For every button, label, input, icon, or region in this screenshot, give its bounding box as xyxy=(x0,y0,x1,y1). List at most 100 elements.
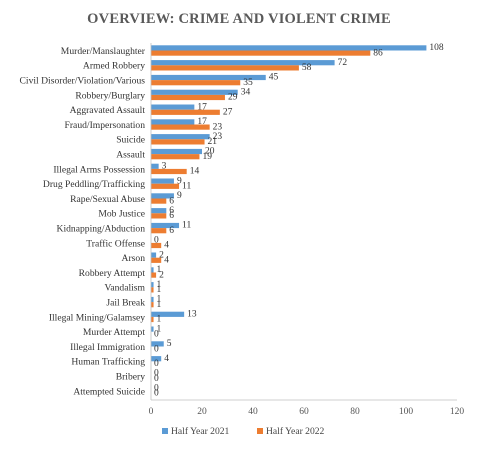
data-label-half-year-2021-traffic-offense: 0 xyxy=(154,236,159,246)
bar-half-year-2021-human-trafficking xyxy=(151,356,162,362)
x-tick-label-40: 40 xyxy=(248,407,258,417)
x-tick-label-20: 20 xyxy=(197,407,207,417)
legend-swatch-half-year-2022 xyxy=(257,428,263,434)
data-label-half-year-2022-armed-robbery: 58 xyxy=(302,63,312,73)
bar-half-year-2022-murder-manslaughter xyxy=(151,50,371,56)
data-label-half-year-2022-arson: 4 xyxy=(164,256,169,266)
legend-label-half-year-2022: Half Year 2022 xyxy=(266,426,325,437)
data-label-half-year-2022-aggravated-assault: 27 xyxy=(223,108,233,118)
category-label-jail-break: Jail Break xyxy=(106,298,145,309)
data-label-half-year-2021-murder-manslaughter: 108 xyxy=(429,43,444,53)
x-axis: 0 20 40 60 80 100 120 xyxy=(149,43,464,417)
data-label-half-year-2021-robbery-attempt: 1 xyxy=(157,265,162,275)
data-label-half-year-2021-armed-robbery: 72 xyxy=(338,58,348,68)
data-label-half-year-2022-civil-disorder-violation-various: 35 xyxy=(243,78,253,88)
bar-half-year-2022-robbery-burglary xyxy=(151,94,225,101)
bar-half-year-2021-murder-attempt xyxy=(151,326,154,332)
bar-half-year-2021-drug-peddling-trafficking xyxy=(151,178,174,184)
bar-half-year-2021-arson xyxy=(151,252,157,258)
category-label-attempted-suicide: Attempted Suicide xyxy=(73,386,145,397)
bar-half-year-2021-robbery-burglary xyxy=(151,89,238,95)
category-label-robbery-burglary: Robbery/Burglary xyxy=(75,90,145,101)
category-label-assault: Assault xyxy=(116,150,145,161)
category-label-murder-manslaughter: Murder/Manslaughter xyxy=(61,46,146,57)
bar-half-year-2022-fraud-impersonation xyxy=(151,124,210,130)
bar-half-year-2021-rape-sexual-abuse xyxy=(151,193,174,199)
data-label-half-year-2022-mob-justice: 6 xyxy=(169,211,174,221)
category-label-rape-sexual-abuse: Rape/Sexual Abuse xyxy=(70,194,145,205)
bar-half-year-2021-illegal-arms-possession xyxy=(151,163,159,169)
legend-label-half-year-2021: Half Year 2021 xyxy=(171,426,230,437)
category-label-illegal-arms-possession: Illegal Arms Possession xyxy=(53,164,145,175)
bar-half-year-2022-kidnapping-abduction xyxy=(151,228,167,234)
bar-half-year-2021-jail-break xyxy=(151,296,154,303)
bar-half-year-2021-illegal-immigration xyxy=(151,341,164,347)
bar-half-year-2022-illegal-arms-possession xyxy=(151,168,187,175)
bar-half-year-2021-murder-manslaughter xyxy=(151,45,427,51)
bar-half-year-2021-civil-disorder-violation-various xyxy=(151,74,266,81)
data-label-half-year-2021-murder-attempt: 1 xyxy=(157,324,162,334)
bar-half-year-2022-rape-sexual-abuse xyxy=(151,198,167,204)
data-label-half-year-2021-vandalism: 1 xyxy=(157,280,162,290)
x-tick-label-100: 100 xyxy=(399,407,414,417)
labels-layer: Murder/Manslaughter 108 86 Armed Robbery 72 5… xyxy=(20,43,444,399)
category-label-human-trafficking: Human Trafficking xyxy=(71,357,145,368)
category-label-suicide: Suicide xyxy=(116,135,145,146)
category-label-fraud-impersonation: Fraud/Impersonation xyxy=(65,120,146,131)
legend-swatch-half-year-2021 xyxy=(162,428,168,434)
category-label-drug-peddling-trafficking: Drug Peddling/Trafficking xyxy=(43,179,145,190)
bar-half-year-2021-kidnapping-abduction xyxy=(151,222,180,229)
data-label-half-year-2021-arson: 2 xyxy=(159,250,164,260)
data-label-half-year-2021-human-trafficking: 4 xyxy=(164,354,169,364)
category-label-mob-justice: Mob Justice xyxy=(98,209,145,220)
chart-title: OVERVIEW: CRIME AND VIOLENT CRIME xyxy=(87,11,391,27)
bar-half-year-2022-drug-peddling-trafficking xyxy=(151,183,180,189)
category-label-illegal-mining-galamsey: Illegal Mining/Galamsey xyxy=(49,312,145,323)
bar-half-year-2022-jail-break xyxy=(151,302,154,308)
data-label-half-year-2022-drug-peddling-trafficking: 11 xyxy=(182,182,191,192)
data-label-half-year-2022-assault: 19 xyxy=(202,152,212,162)
category-label-kidnapping-abduction: Kidnapping/Abduction xyxy=(57,224,146,235)
category-label-robbery-attempt: Robbery Attempt xyxy=(79,268,146,279)
data-label-half-year-2022-traffic-offense: 4 xyxy=(164,241,169,251)
x-tick-label-80: 80 xyxy=(350,407,360,417)
bar-half-year-2021-fraud-impersonation xyxy=(151,119,195,125)
bar-half-year-2022-traffic-offense xyxy=(151,242,162,249)
data-label-half-year-2021-assault: 20 xyxy=(205,147,215,157)
data-label-half-year-2021-aggravated-assault: 17 xyxy=(197,102,207,112)
category-label-murder-attempt: Murder Attempt xyxy=(83,327,145,338)
data-label-half-year-2021-illegal-mining-galamsey: 13 xyxy=(187,310,197,320)
bar-half-year-2021-mob-justice xyxy=(151,208,167,214)
bar-half-year-2022-aggravated-assault xyxy=(151,109,220,115)
bar-half-year-2022-robbery-attempt xyxy=(151,272,157,278)
bar-half-year-2022-armed-robbery xyxy=(151,65,299,71)
data-label-half-year-2021-rape-sexual-abuse: 9 xyxy=(177,191,182,201)
data-label-half-year-2022-illegal-arms-possession: 14 xyxy=(190,167,200,177)
data-label-half-year-2022-murder-manslaughter: 86 xyxy=(373,48,383,58)
bar-half-year-2022-vandalism xyxy=(151,287,154,293)
data-label-half-year-2021-fraud-impersonation: 17 xyxy=(197,117,207,127)
legend: Half Year 2021 Half Year 2022 xyxy=(162,426,325,437)
data-label-half-year-2021-robbery-burglary: 34 xyxy=(241,88,251,98)
data-label-half-year-2022-vandalism: 1 xyxy=(157,285,162,295)
bars-layer xyxy=(151,45,427,362)
data-label-half-year-2021-jail-break: 1 xyxy=(157,295,162,305)
data-label-half-year-2022-attempted-suicide: 0 xyxy=(154,389,159,399)
bar-half-year-2021-suicide xyxy=(151,134,210,140)
category-label-aggravated-assault: Aggravated Assault xyxy=(70,105,146,116)
bar-half-year-2022-assault xyxy=(151,154,200,160)
data-label-half-year-2022-illegal-mining-galamsey: 1 xyxy=(157,315,162,325)
bar-half-year-2021-armed-robbery xyxy=(151,60,335,66)
bar-half-year-2022-arson xyxy=(151,257,162,263)
data-label-half-year-2022-suicide: 21 xyxy=(208,137,218,147)
data-label-half-year-2021-civil-disorder-violation-various: 45 xyxy=(269,73,279,83)
data-label-half-year-2022-murder-attempt: 0 xyxy=(154,330,159,340)
category-label-civil-disorder-violation-various: Civil Disorder/Violation/Various xyxy=(20,76,146,87)
data-label-half-year-2022-robbery-burglary: 29 xyxy=(228,93,238,103)
data-label-half-year-2022-kidnapping-abduction: 6 xyxy=(169,226,174,236)
data-label-half-year-2022-human-trafficking: 0 xyxy=(154,359,159,369)
category-label-traffic-offense: Traffic Offense xyxy=(86,238,145,249)
category-label-vandalism: Vandalism xyxy=(104,283,145,294)
